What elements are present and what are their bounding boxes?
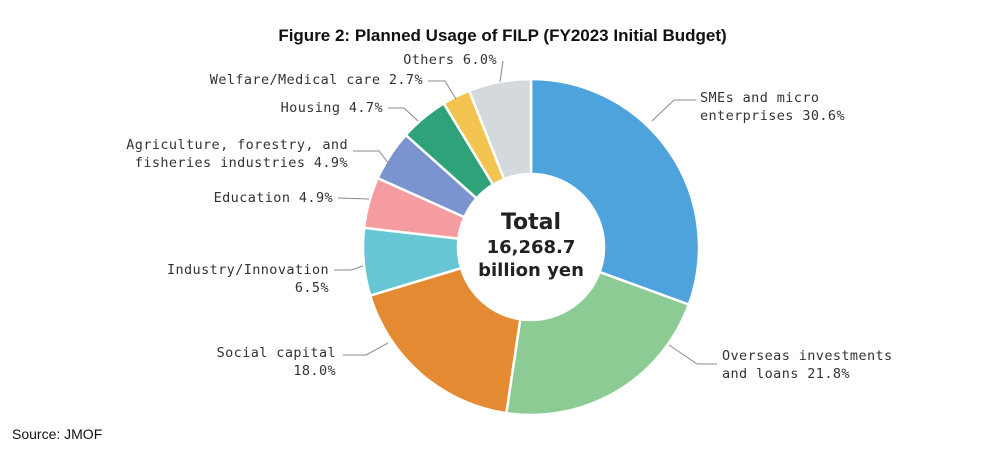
slice-label-welfare-medical-care: Welfare/Medical care 2.7% xyxy=(210,72,423,88)
slice-labels: SMEs and micro enterprises 30.6% Overseas … xyxy=(126,52,892,382)
chart-title: Figure 2: Planned Usage of FILP (FY2023 … xyxy=(278,26,727,45)
slice-label-education: Education 4.9% xyxy=(214,190,333,206)
center-label-line-2: 16,268.7 xyxy=(487,237,576,258)
slice-label-overseas-investments-and-loans: Overseas investments and loans 21.8% xyxy=(722,348,893,382)
leader-line-welfare-medical-care xyxy=(428,80,457,100)
donut-slices xyxy=(361,77,701,417)
leader-line-agriculture-forestry-and-fisheries-industries xyxy=(353,150,390,165)
center-label-line-1: Total xyxy=(501,210,561,235)
slice-label-social-capital: Social capital 18.0% xyxy=(217,345,336,379)
leader-line-industry-innovation xyxy=(334,265,364,271)
slice-others xyxy=(467,77,533,181)
slice-label-agriculture-forestry-and-fisheries-industries: Agriculture, forestry, and fisheries indu… xyxy=(126,137,348,171)
slice-label-industry-innovation: Industry/Innovation 6.5% xyxy=(167,262,329,296)
slice-label-smes-and-micro-enterprises: SMEs and micro enterprises 30.6% xyxy=(700,90,845,124)
leader-lines xyxy=(334,60,717,365)
source-note: Source: JMOF xyxy=(12,426,103,442)
leader-line-overseas-investments-and-loans xyxy=(668,344,717,365)
slice-overseas-investments-and-loans xyxy=(504,270,691,417)
leader-line-others xyxy=(499,60,504,83)
leader-line-social-capital xyxy=(343,342,389,356)
slice-smes-and-micro-enterprises xyxy=(529,77,701,307)
leader-line-education xyxy=(337,197,370,200)
leader-line-smes-and-micro-enterprises xyxy=(651,99,696,122)
center-label-line-3: billion yen xyxy=(478,260,584,281)
leader-line-housing xyxy=(388,107,419,122)
slice-label-others: Others 6.0% xyxy=(403,52,497,68)
slice-label-housing: Housing 4.7% xyxy=(281,100,383,116)
slice-social-capital xyxy=(368,266,522,415)
